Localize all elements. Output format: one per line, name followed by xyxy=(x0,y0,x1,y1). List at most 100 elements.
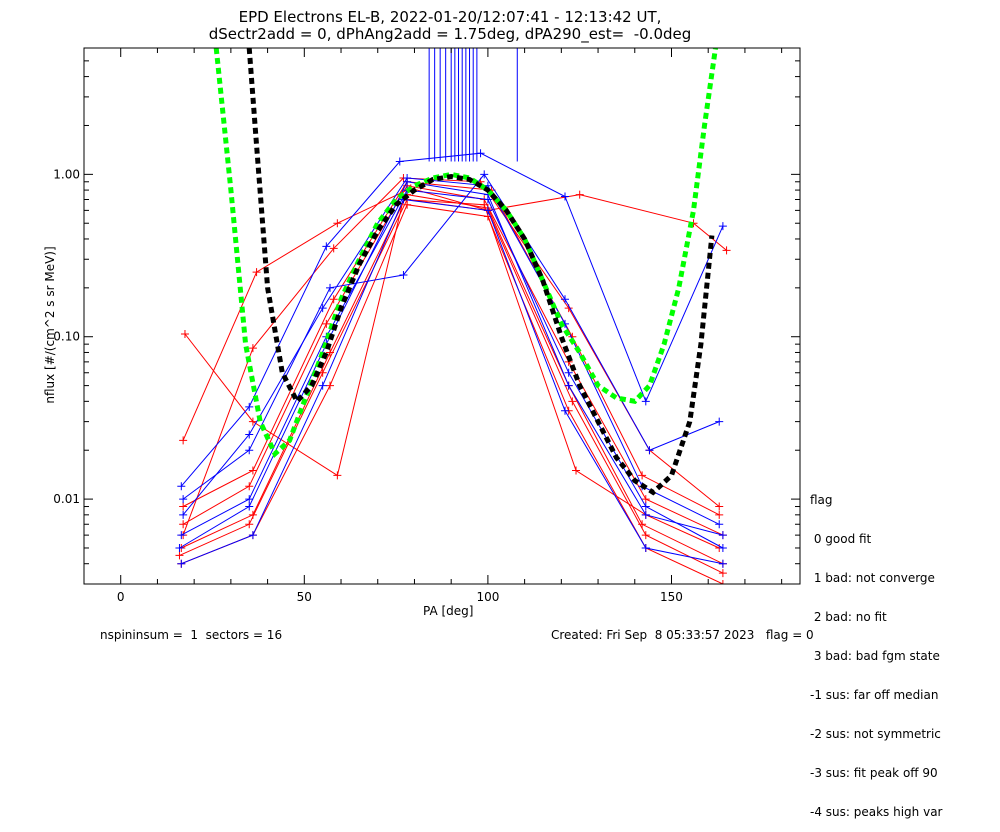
series-line xyxy=(179,181,724,549)
data-point-marker xyxy=(179,520,188,529)
x-tick-label: 0 xyxy=(117,590,125,604)
data-point-marker xyxy=(568,397,577,406)
flag-legend: flag 0 good fit 1 bad: not converge 2 ba… xyxy=(810,468,942,832)
data-point-marker xyxy=(326,381,335,390)
data-point-marker xyxy=(718,543,727,552)
data-point-marker xyxy=(177,559,186,568)
series-line xyxy=(182,185,724,536)
series-line xyxy=(184,198,720,549)
series-line xyxy=(182,177,720,525)
data-point-marker xyxy=(252,268,261,277)
data-point-marker xyxy=(245,446,254,455)
data-point-marker xyxy=(175,551,184,560)
data-point-marker xyxy=(322,242,331,251)
data-point-marker xyxy=(718,580,727,584)
x-tick-label: 150 xyxy=(660,590,683,604)
footer-created-info: Created: Fri Sep 8 05:33:57 2023 flag = … xyxy=(551,628,814,642)
data-point-marker xyxy=(318,381,327,390)
data-point-marker xyxy=(333,219,342,228)
data-point-marker xyxy=(322,319,331,328)
data-point-marker xyxy=(561,406,570,415)
chart-title-line-1: EPD Electrons EL-B, 2022-01-20/12:07:41 … xyxy=(238,8,662,26)
legend-item: 3 bad: bad fgm state xyxy=(810,649,940,663)
data-point-marker xyxy=(715,520,724,529)
chart-title-line-2: dSectr2add = 0, dPhAng2add = 1.75deg, dP… xyxy=(208,25,692,43)
data-point-marker xyxy=(245,402,254,411)
data-point-marker xyxy=(395,157,404,166)
data-point-marker xyxy=(641,495,650,504)
data-point-marker xyxy=(245,495,254,504)
data-point-marker xyxy=(333,471,342,480)
data-point-marker xyxy=(718,222,727,231)
series-line xyxy=(181,204,724,584)
data-point-marker xyxy=(177,531,186,540)
data-point-marker xyxy=(180,329,189,338)
footer-spin-info: nspininsum = 1 sectors = 16 xyxy=(100,628,283,642)
series-line xyxy=(182,187,727,441)
data-point-marker xyxy=(641,531,650,540)
data-point-marker xyxy=(480,200,489,209)
data-point-marker xyxy=(641,397,650,406)
data-point-marker xyxy=(245,430,254,439)
data-point-marker xyxy=(326,283,335,292)
x-tick-label: 50 xyxy=(297,590,312,604)
series-line xyxy=(181,189,724,549)
plot-frame xyxy=(83,47,801,585)
legend-item: -4 sus: peaks high var xyxy=(810,805,943,819)
data-point-marker xyxy=(718,531,727,540)
series-line xyxy=(181,194,724,565)
legend-item: 0 good fit xyxy=(810,532,872,546)
data-layer xyxy=(175,48,731,584)
series-line xyxy=(182,173,720,500)
y-tick-label: 1.00 xyxy=(53,167,80,181)
data-point-marker xyxy=(641,502,650,511)
data-point-marker xyxy=(483,206,492,215)
data-point-marker xyxy=(179,495,188,504)
data-point-marker xyxy=(715,510,724,519)
pitch-angle-chart: 0 50 100 150 0.01 0.10 1.00 xyxy=(53,47,801,604)
data-point-marker xyxy=(645,446,654,455)
data-point-marker xyxy=(403,177,412,186)
data-point-marker xyxy=(641,543,650,552)
axes-layer: 0 50 100 150 0.01 0.10 1.00 xyxy=(53,47,800,604)
legend-item: -2 sus: not symmetric xyxy=(810,727,941,741)
data-point-marker xyxy=(177,482,186,491)
legend-item: 1 bad: not converge xyxy=(810,571,935,585)
series-line xyxy=(181,198,723,565)
x-axis-label: PA [deg] xyxy=(423,604,474,618)
data-point-marker xyxy=(722,246,731,255)
fit-curve xyxy=(213,48,718,458)
data-point-marker xyxy=(572,466,581,475)
data-point-marker xyxy=(575,190,584,199)
data-point-marker xyxy=(179,510,188,519)
data-point-marker xyxy=(715,417,724,426)
data-point-marker xyxy=(179,436,188,445)
legend-item: -3 sus: fit peak off 90 xyxy=(810,766,938,780)
legend-item: -1 sus: far off median xyxy=(810,688,939,702)
y-tick-label: 0.10 xyxy=(53,330,80,344)
y-tick-label: 0.01 xyxy=(53,492,80,506)
fit-curve xyxy=(246,48,715,496)
data-point-marker xyxy=(329,244,338,253)
data-point-marker xyxy=(179,502,188,511)
data-point-marker xyxy=(561,295,570,304)
data-point-marker xyxy=(399,270,408,279)
data-point-marker xyxy=(718,559,727,568)
data-point-marker xyxy=(476,149,485,158)
legend-item: 2 bad: no fit xyxy=(810,610,887,624)
data-point-marker xyxy=(245,482,254,491)
data-point-marker xyxy=(564,381,573,390)
data-point-marker xyxy=(245,502,254,511)
data-point-marker xyxy=(175,543,184,552)
data-point-marker xyxy=(245,520,254,529)
series-line xyxy=(180,152,724,487)
series-line xyxy=(182,181,720,516)
legend-title: flag xyxy=(810,493,833,507)
data-point-marker xyxy=(638,471,647,480)
data-point-marker xyxy=(564,368,573,377)
y-axis-label: nflux [#/(cm^2 s sr MeV)] xyxy=(43,246,57,404)
data-point-marker xyxy=(248,417,257,426)
data-point-marker xyxy=(641,510,650,519)
data-point-marker xyxy=(248,466,257,475)
data-point-marker xyxy=(561,192,570,201)
